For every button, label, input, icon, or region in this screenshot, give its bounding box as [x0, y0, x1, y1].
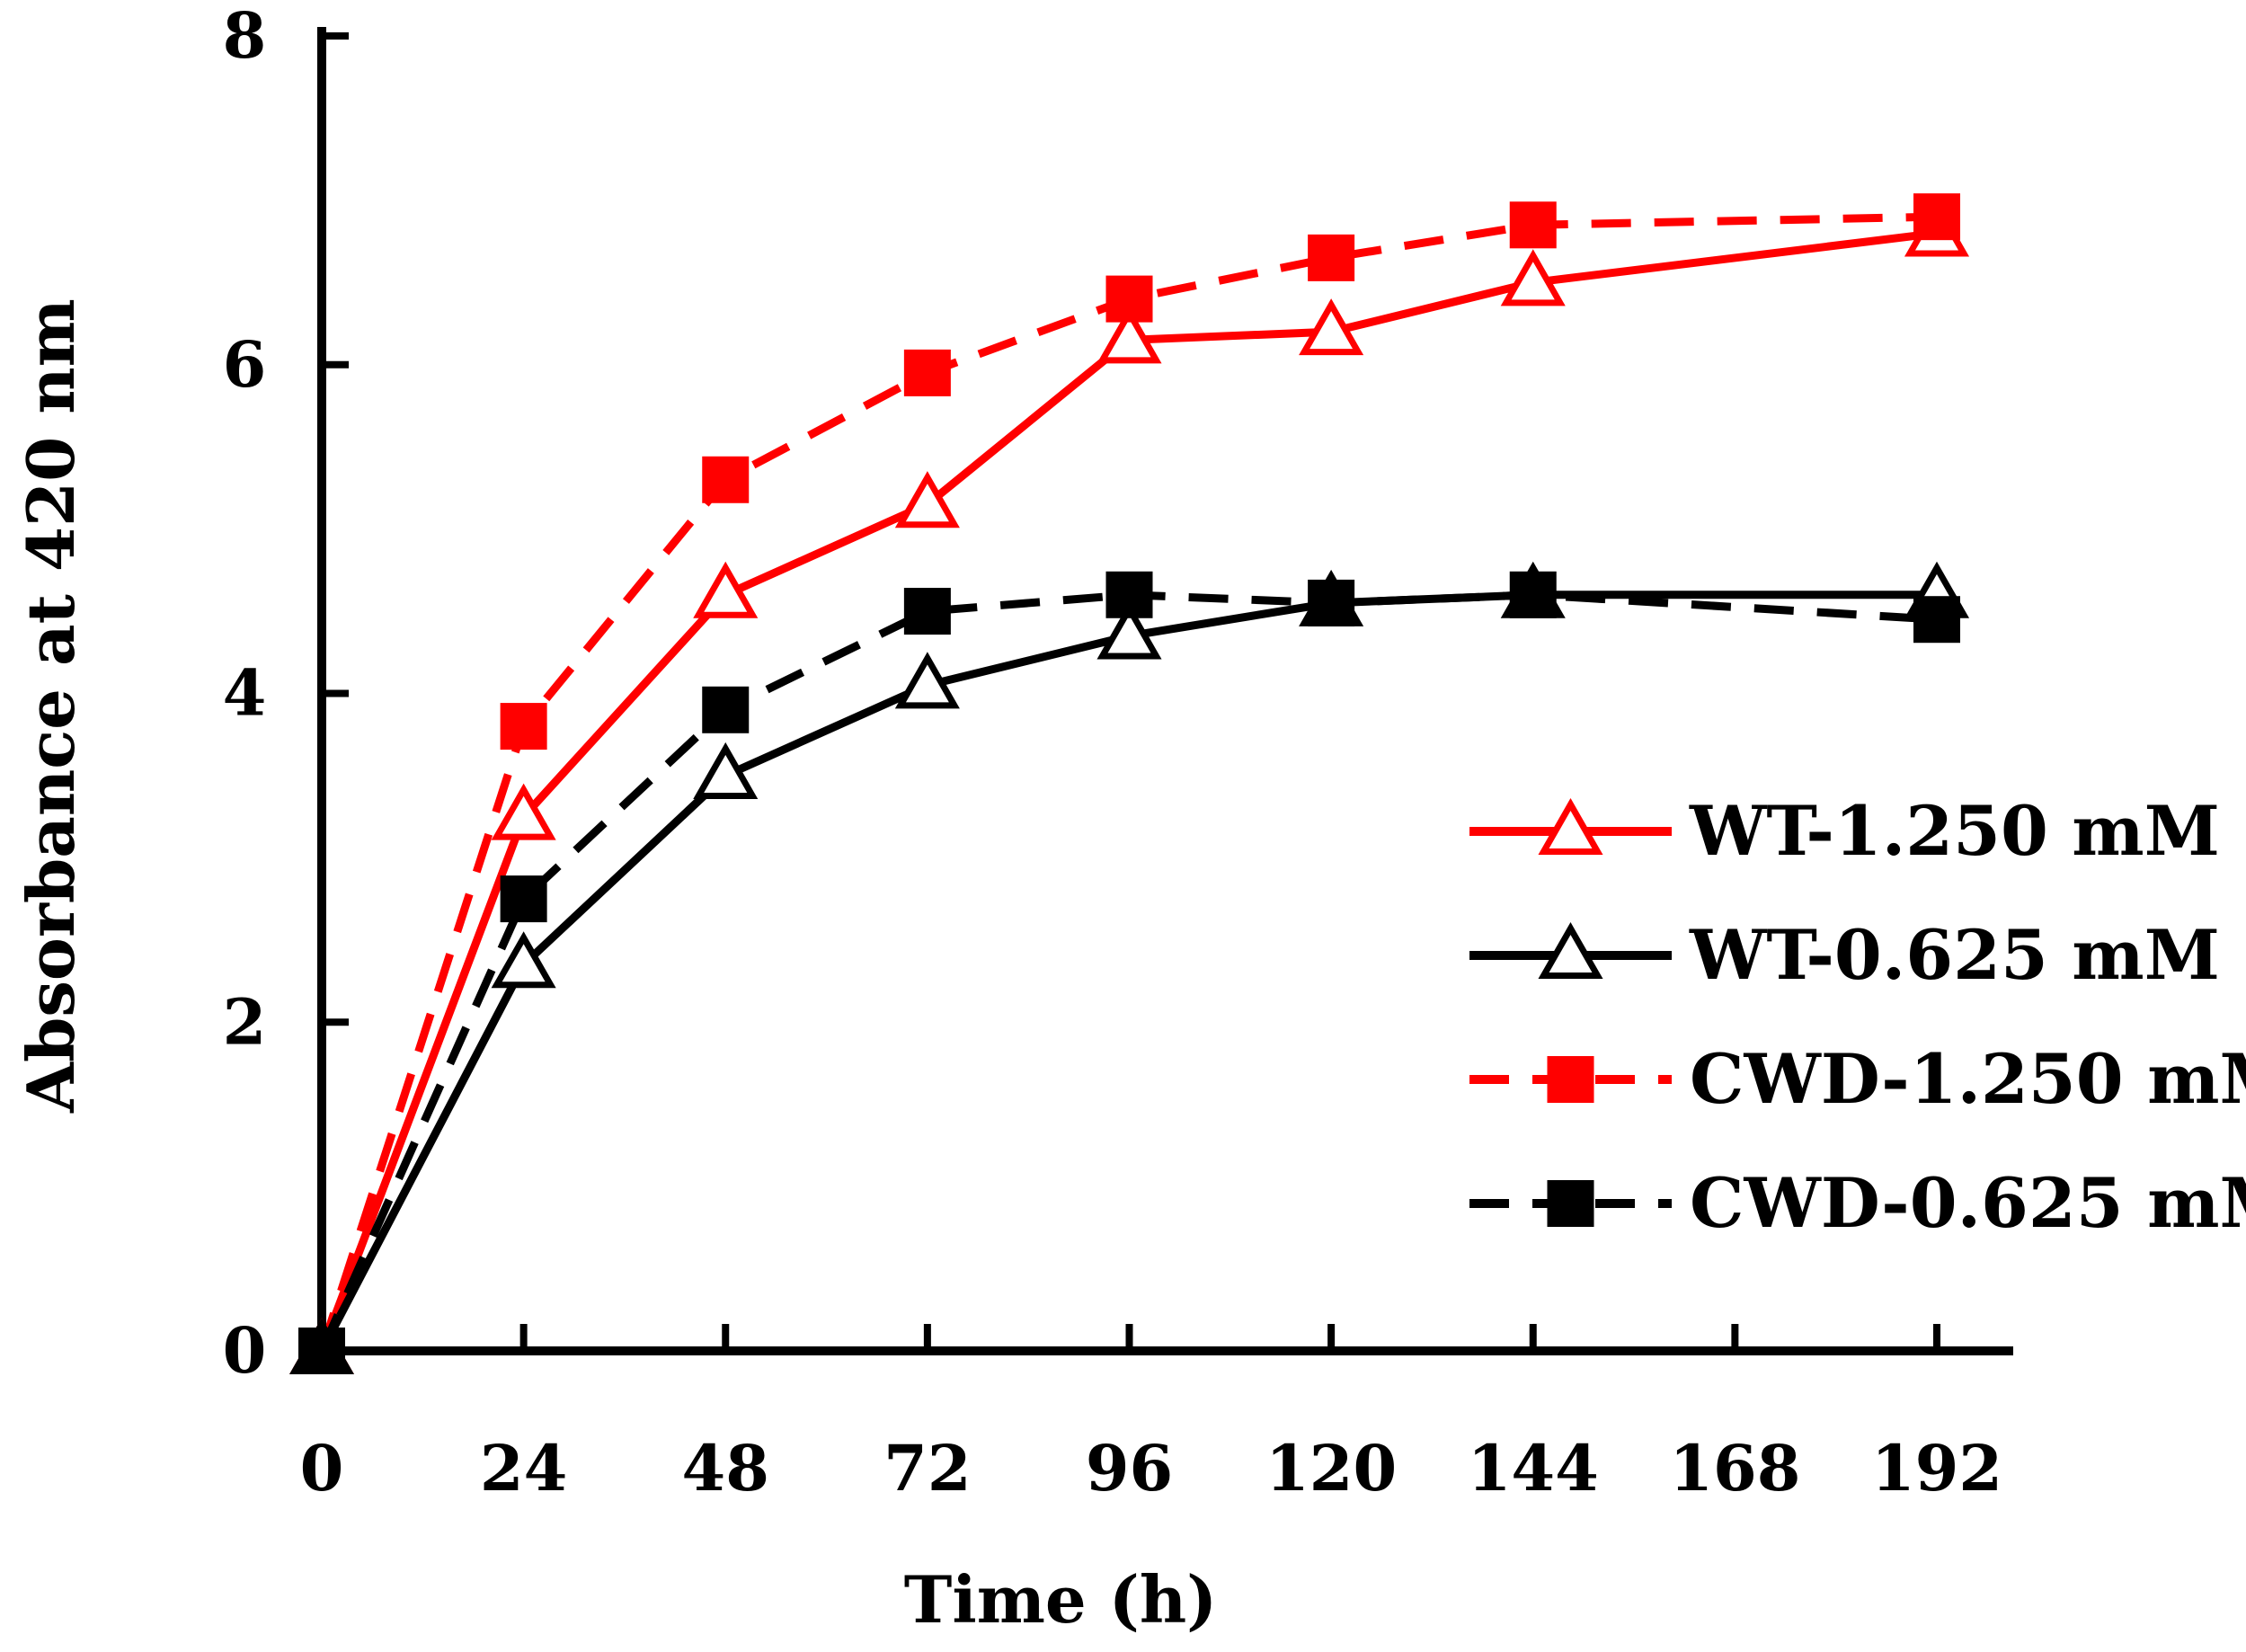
series-layer [317, 212, 1938, 1354]
x-tick-label: 120 [1265, 1431, 1397, 1505]
data-point [903, 349, 951, 396]
y-tick-label: 2 [223, 984, 267, 1059]
data-point [500, 703, 547, 751]
data-point [1105, 275, 1153, 323]
data-point [693, 561, 759, 618]
data-point [500, 875, 547, 923]
legend-label: WT-1.250 mM [1689, 791, 2220, 871]
y-tick-label: 4 [223, 656, 267, 731]
data-point [1096, 306, 1162, 364]
data-point [1096, 602, 1162, 660]
x-ticks: 0 24 48 72 96 120 144 168 192 [300, 1324, 2002, 1505]
series-line-CWD-1.250 mM [317, 212, 1938, 1353]
series-line-CWD-0.625 mM [317, 591, 1938, 1353]
data-point [1308, 579, 1355, 626]
data-point [693, 742, 759, 799]
data-point [903, 588, 951, 635]
y-tick-label: 0 [223, 1313, 267, 1388]
data-point [702, 456, 750, 503]
legend-marker [1538, 921, 1603, 979]
legend-marker [1547, 1056, 1594, 1103]
legend-label: CWD-0.625 mM [1690, 1163, 2246, 1243]
x-tick-label: 24 [480, 1431, 567, 1505]
data-point [894, 652, 960, 709]
data-point [894, 471, 960, 528]
x-tick-label: 168 [1669, 1431, 1800, 1505]
data-point [1308, 234, 1355, 281]
y-tick-label: 6 [223, 327, 267, 402]
legend-marker [1547, 1180, 1594, 1227]
data-point [702, 686, 750, 733]
x-tick-label: 72 [883, 1431, 971, 1505]
data-point [1509, 571, 1557, 618]
x-tick-label: 48 [682, 1431, 769, 1505]
legend-label: CWD-1.250 mM [1690, 1039, 2246, 1119]
legend: WT-1.250 mM WT-0.625 mM CWD-1.250 mM CWD-0.… [1469, 791, 2246, 1243]
x-tick-label: 96 [1086, 1431, 1173, 1505]
x-tick-label: 144 [1468, 1431, 1599, 1505]
legend-label: WT-0.625 mM [1689, 915, 2220, 995]
data-point [1913, 596, 1960, 644]
y-ticks: 0 2 4 6 8 [223, 0, 349, 1388]
x-tick-label: 0 [300, 1431, 344, 1505]
data-point [1299, 298, 1364, 356]
data-point [1105, 571, 1153, 618]
series-line-WT-0.625 mM [318, 591, 1937, 1354]
data-point [298, 1328, 345, 1374]
y-tick-label: 8 [223, 0, 267, 73]
data-point [1913, 193, 1960, 241]
marker-layer [289, 193, 1970, 1374]
x-tick-label: 192 [1871, 1431, 2002, 1505]
series-line-WT-1.250 mM [317, 228, 1938, 1353]
data-point [491, 783, 556, 840]
legend-marker [1538, 797, 1603, 855]
y-axis-title: Absorbance at 420 nm [13, 298, 89, 1114]
x-axis-title: Time (h) [904, 1561, 1217, 1638]
data-point [1500, 249, 1566, 306]
data-point [1509, 201, 1557, 249]
data-point [491, 931, 556, 989]
